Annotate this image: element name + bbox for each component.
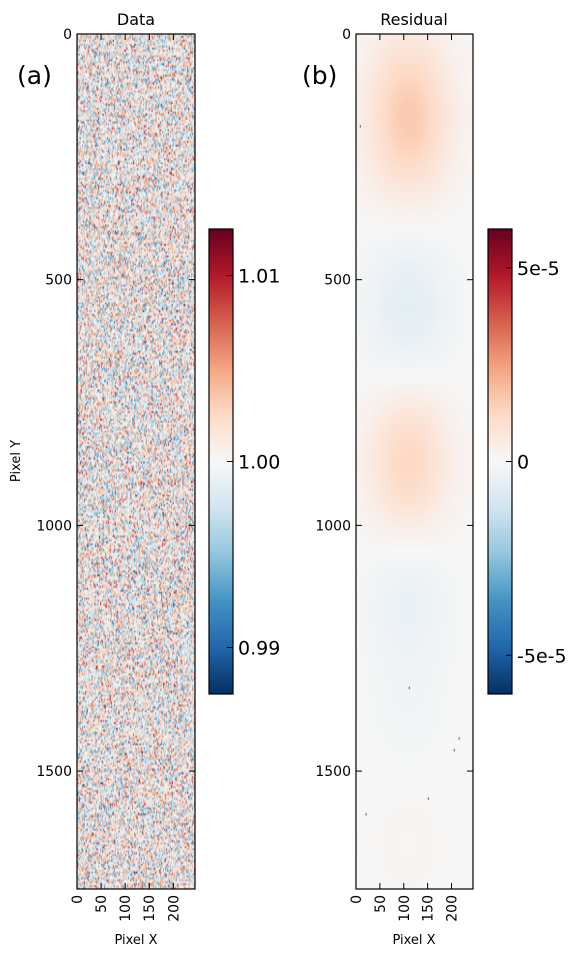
panel-b-colorbar-tick-label: 0 <box>517 452 529 474</box>
panel-a-frame <box>76 33 196 890</box>
panel-b-ytick-label: 500 <box>324 273 351 289</box>
panel-a-xtick-label: 150 <box>142 895 158 922</box>
panel-b-xlabel: Pixel X <box>392 933 435 948</box>
panel-a-colorbar <box>208 228 234 695</box>
panel-b-colorbar-tick-label: -5e-5 <box>517 645 567 667</box>
panel-b-ytick-label: 0 <box>342 27 351 43</box>
panel-b-label: (b) <box>302 61 337 90</box>
panel-b-title: Residual <box>380 10 448 29</box>
panel-a-ytick-label: 1000 <box>36 518 72 534</box>
panel-b-xtick-label: 200 <box>445 895 461 922</box>
panel-a-ylabel: Pixel Y <box>9 440 24 482</box>
panel-b-xtick-label: 150 <box>421 895 437 922</box>
panel-a-label: (a) <box>17 61 52 90</box>
panel-b-heatmap <box>356 34 473 889</box>
panel-b-colorbar-ticks: -5e-5 0 5e-5 <box>506 258 567 667</box>
panel-a-xtick-label: 100 <box>118 895 134 922</box>
panel-a-colorbar-ticks: 0.99 1.00 1.01 <box>227 266 280 660</box>
panel-a: Data (a) 0 500 1000 1500 0 50 100 150 200 Pixel … <box>9 10 280 948</box>
panel-a-colorbar-tick-label: 0.99 <box>238 638 280 660</box>
panel-a-colorbar-tick-label: 1.01 <box>238 266 280 288</box>
panel-a-xtick-label: 200 <box>166 895 182 922</box>
panel-b-ytick-label: 1500 <box>315 764 351 780</box>
panel-b-frame <box>355 33 474 890</box>
panel-a-xtick-label: 0 <box>70 895 86 904</box>
panel-a-xlabel: Pixel X <box>114 933 157 948</box>
panel-a-title: Data <box>117 10 155 29</box>
panel-b-xtick-label: 50 <box>373 895 389 913</box>
panel-a-ytick-label: 500 <box>45 273 72 289</box>
panel-a-ytick-label: 0 <box>63 27 72 43</box>
panel-b-colorbar-tick-label: 5e-5 <box>517 258 560 280</box>
panel-a-ytick-label: 1500 <box>36 764 72 780</box>
panel-b-xtick-label: 100 <box>397 895 413 922</box>
panel-b-ytick-label: 1000 <box>315 518 351 534</box>
panel-b: Residual (b) 0 500 1000 1500 0 50 100 150 200 Pi… <box>302 10 567 948</box>
panel-b-xtick-label: 0 <box>349 895 365 904</box>
panel-a-heatmap <box>77 34 195 889</box>
panel-a-xtick-label: 50 <box>94 895 110 913</box>
panel-a-colorbar-tick-label: 1.00 <box>238 452 280 474</box>
panel-a-ticks: 0 500 1000 1500 0 50 100 150 200 <box>36 27 195 922</box>
panel-b-ticks: 0 500 1000 1500 0 50 100 150 200 <box>315 27 473 922</box>
